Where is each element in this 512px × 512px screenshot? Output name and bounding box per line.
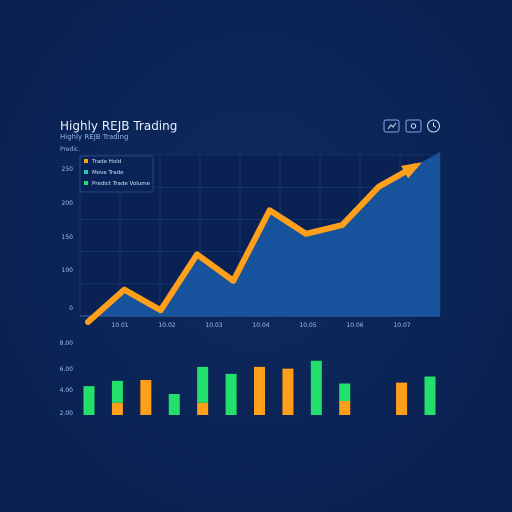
- y-tick-label: 150: [62, 234, 74, 241]
- bar-y-tick-label: 2.00: [60, 410, 74, 417]
- bar-trade-hold: [140, 380, 152, 415]
- area-fill: [88, 152, 440, 322]
- bar-predict-trade-volume: [111, 380, 123, 403]
- bar-trade-hold: [111, 402, 123, 415]
- x-tick-label: 10.01: [111, 322, 128, 329]
- chart-title: Highly REJB Trading: [60, 119, 177, 133]
- bar-predict-trade-volume: [225, 373, 237, 415]
- top-ticks: 0 100 150 200 250 10.01 10.02 10.03 10.04 10.05 10…: [62, 166, 411, 329]
- legend-swatch: [84, 170, 88, 174]
- legend-label: Trade Hold: [91, 159, 121, 165]
- bottom-bars: [83, 360, 436, 415]
- y-tick-label: 200: [62, 200, 74, 207]
- chart-icon[interactable]: [383, 119, 400, 133]
- x-tick-label: 10.02: [158, 322, 175, 329]
- section-label: Predic.: [60, 146, 80, 153]
- x-tick-label: 10.07: [393, 322, 410, 329]
- bar-predict-trade-volume: [310, 360, 322, 415]
- legend: Trade Hold Move Trade Predict Trade Volume: [79, 155, 154, 193]
- x-tick-label: 10.03: [205, 322, 222, 329]
- bar-trade-hold: [254, 366, 265, 415]
- bar-trade-hold: [396, 382, 408, 415]
- series-line-trade-hold: [85, 163, 418, 325]
- x-tick-label: 10.06: [346, 322, 363, 329]
- y-tick-label: 100: [62, 267, 74, 274]
- chart-subtitle: Highly REJB Trading: [60, 133, 128, 141]
- bar-predict-trade-volume: [83, 386, 95, 415]
- bar-trade-hold: [339, 401, 351, 415]
- legend-swatch: [84, 181, 88, 185]
- bar-predict-trade-volume: [197, 366, 209, 403]
- x-tick-label: 10.04: [252, 322, 269, 329]
- bar-trade-hold: [282, 368, 294, 415]
- arrow-head: [401, 162, 422, 179]
- bar-y-tick-label: 8.00: [60, 340, 74, 347]
- legend-swatch: [84, 159, 88, 163]
- bar-y-tick-label: 6.00: [60, 366, 74, 373]
- y-tick-label: 0: [69, 305, 73, 312]
- bar-y-tick-label: 4.00: [60, 387, 74, 394]
- settings-icon[interactable]: [405, 119, 422, 133]
- legend-label: Predict Trade Volume: [92, 181, 151, 187]
- y-tick-label: 250: [62, 166, 74, 173]
- top-area: [85, 152, 440, 325]
- bar-trade-hold: [197, 402, 209, 415]
- x-tick-label: 10.05: [299, 322, 316, 329]
- bar-predict-trade-volume: [168, 394, 180, 415]
- timer-icon[interactable]: [427, 119, 440, 133]
- bottom-axis: 8.00 6.00 4.00 2.00: [60, 340, 74, 417]
- bar-predict-trade-volume: [424, 376, 436, 415]
- bar-predict-trade-volume: [339, 383, 351, 401]
- legend-label: Move Trade: [92, 170, 124, 176]
